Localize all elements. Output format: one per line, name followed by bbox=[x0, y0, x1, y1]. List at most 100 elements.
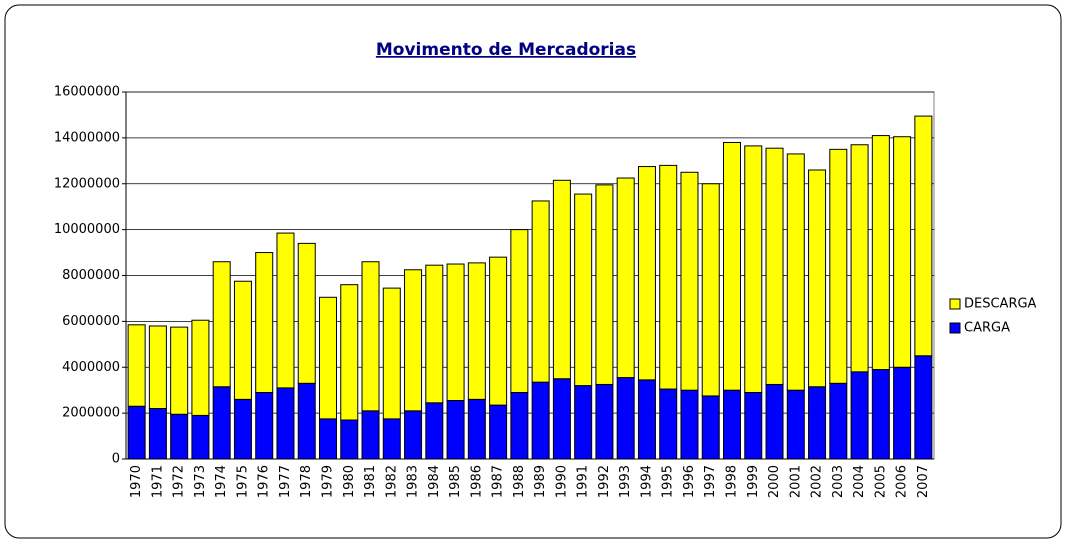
x-tick-label: 1977 bbox=[278, 465, 293, 498]
bar-segment bbox=[148, 408, 167, 460]
bar-segment bbox=[701, 395, 720, 460]
legend-label: DESCARGA bbox=[964, 297, 1037, 312]
bar-segment bbox=[127, 324, 146, 407]
x-tick-label: 1984 bbox=[427, 465, 442, 498]
bar-segment bbox=[786, 389, 805, 460]
bar-segment bbox=[680, 171, 699, 391]
legend-swatch bbox=[949, 322, 961, 334]
bar-segment bbox=[212, 386, 231, 460]
bar-segment bbox=[340, 419, 359, 460]
bar-segment bbox=[233, 398, 252, 460]
legend-swatch bbox=[949, 298, 961, 310]
bar-segment bbox=[446, 263, 465, 402]
bar-segment bbox=[914, 115, 933, 357]
bar-segment bbox=[595, 383, 614, 460]
y-tick-label: 2000000 bbox=[62, 406, 120, 421]
bar-segment bbox=[404, 269, 423, 412]
y-tick-label: 0 bbox=[112, 452, 120, 467]
bar-segment bbox=[914, 355, 933, 460]
x-tick-label: 1975 bbox=[235, 465, 250, 498]
x-tick-label: 1986 bbox=[469, 465, 484, 498]
bar-segment bbox=[212, 261, 231, 388]
bar-segment bbox=[467, 398, 486, 460]
bar-segment bbox=[786, 153, 805, 391]
x-tick-label: 2005 bbox=[873, 465, 888, 498]
x-tick-label: 1979 bbox=[321, 465, 336, 498]
x-tick-label: 2001 bbox=[788, 465, 803, 498]
bar-segment bbox=[765, 147, 784, 385]
bar-segment bbox=[489, 404, 508, 460]
bar-segment bbox=[425, 264, 444, 404]
x-tick-label: 1980 bbox=[342, 465, 357, 498]
bar-segment bbox=[850, 144, 869, 373]
bar-segment bbox=[446, 400, 465, 460]
bar-segment bbox=[276, 232, 295, 389]
bar-segment bbox=[233, 280, 252, 400]
bar-segment bbox=[382, 287, 401, 420]
x-tick-label: 2003 bbox=[831, 465, 846, 498]
bar-segment bbox=[552, 378, 571, 460]
x-tick-label: 2007 bbox=[916, 465, 931, 498]
bar-segment bbox=[701, 183, 720, 397]
y-tick-label: 16000000 bbox=[54, 85, 120, 100]
bar-segment bbox=[425, 402, 444, 460]
y-tick-label: 8000000 bbox=[62, 268, 120, 283]
bar-segment bbox=[127, 405, 146, 460]
bar-segment bbox=[297, 242, 316, 384]
x-tick-label: 1999 bbox=[746, 465, 761, 498]
x-tick-label: 1994 bbox=[639, 465, 654, 498]
bar-segment bbox=[510, 391, 529, 460]
bar-segment bbox=[170, 326, 189, 415]
bar-segment bbox=[616, 377, 635, 460]
bar-segment bbox=[871, 369, 890, 460]
bar-segment bbox=[361, 410, 380, 460]
x-tick-label: 1993 bbox=[618, 465, 633, 498]
bar-segment bbox=[191, 414, 210, 460]
x-tick-label: 2004 bbox=[852, 465, 867, 498]
y-tick-label: 14000000 bbox=[54, 130, 120, 145]
bar-segment bbox=[637, 379, 656, 460]
y-tick-label: 4000000 bbox=[62, 360, 120, 375]
bar-segment bbox=[531, 200, 550, 383]
chart-title: Movimento de Mercadorias bbox=[376, 40, 636, 60]
bar-segment bbox=[595, 184, 614, 385]
bar-segment bbox=[765, 383, 784, 460]
x-tick-label: 1970 bbox=[129, 465, 144, 498]
bar-segment bbox=[361, 261, 380, 412]
bar-segment bbox=[659, 388, 678, 460]
x-tick-label: 2002 bbox=[810, 465, 825, 498]
bar-segment bbox=[255, 252, 274, 393]
x-tick-label: 1996 bbox=[682, 465, 697, 498]
bar-segment bbox=[574, 385, 593, 460]
bar-segment bbox=[808, 386, 827, 460]
bar-segment bbox=[318, 418, 338, 460]
bar-segment bbox=[722, 389, 742, 460]
legend-label: CARGA bbox=[964, 321, 1010, 336]
x-tick-label: 1982 bbox=[384, 465, 399, 498]
x-tick-label: 1978 bbox=[299, 465, 314, 498]
bar-segment bbox=[744, 145, 763, 393]
bar-segment bbox=[829, 382, 848, 460]
x-tick-label: 1990 bbox=[554, 465, 569, 498]
x-tick-label: 1992 bbox=[597, 465, 612, 498]
bar-segment bbox=[680, 389, 699, 460]
x-tick-label: 1991 bbox=[576, 465, 591, 498]
bar-segment bbox=[297, 382, 316, 460]
bar-segment bbox=[616, 177, 635, 379]
bar-segment bbox=[191, 319, 210, 416]
bar-segment bbox=[382, 418, 401, 460]
x-tick-label: 1995 bbox=[661, 465, 676, 498]
bar-segment bbox=[744, 391, 763, 460]
bar-segment bbox=[170, 413, 189, 460]
x-tick-label: 1974 bbox=[214, 465, 229, 498]
x-tick-label: 2000 bbox=[767, 465, 782, 498]
y-tick-label: 10000000 bbox=[54, 222, 120, 237]
bar-segment bbox=[637, 166, 656, 381]
y-tick-label: 12000000 bbox=[54, 176, 120, 191]
bar-segment bbox=[574, 193, 593, 387]
bar-segment bbox=[318, 296, 338, 420]
bar-segment bbox=[404, 410, 423, 460]
bar-segment bbox=[510, 229, 529, 393]
x-tick-label: 2006 bbox=[895, 465, 910, 498]
